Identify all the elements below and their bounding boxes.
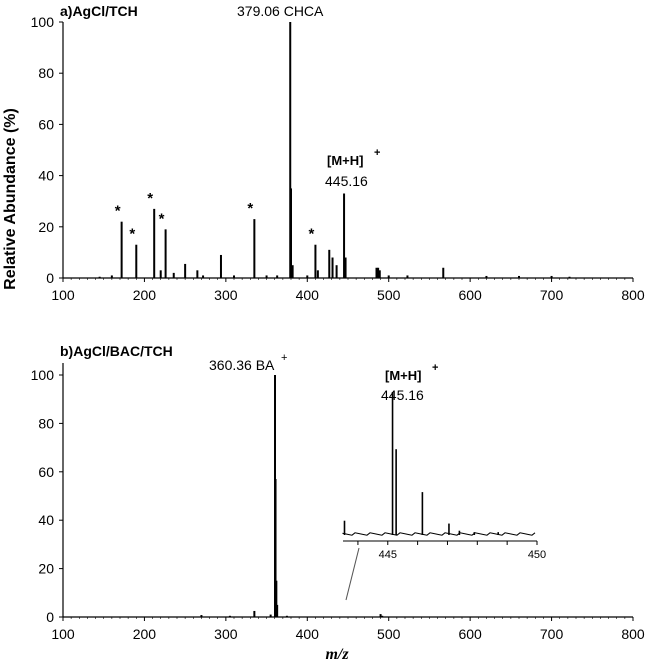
inset-baseline-trace — [342, 532, 536, 536]
inset-x-ticks: 445 450 — [357, 541, 546, 561]
x-tick-label: 500 — [377, 287, 401, 303]
inset-tick-label: 445 — [379, 549, 397, 561]
panel-a-peaks — [98, 22, 571, 278]
panel-b-peaks — [200, 375, 384, 617]
x-tick-label: 400 — [296, 626, 320, 642]
panel-b-ion-label: [M+H] — [385, 368, 421, 383]
x-tick-label: 600 — [458, 626, 482, 642]
panel-a-ion-charge: + — [374, 147, 380, 159]
y-tick-label: 0 — [46, 609, 54, 625]
panel-b-ion-mz: 445.16 — [381, 387, 424, 403]
x-tick-label: 200 — [133, 626, 157, 642]
panel-a-ion-label: [M+H] — [327, 153, 363, 168]
panel-a-base-peak-label: 379.06 CHCA — [237, 3, 324, 19]
x-tick-label: 700 — [540, 626, 564, 642]
x-axis-label: m/z — [325, 646, 349, 663]
x-tick-label: 800 — [621, 626, 645, 642]
peak-asterisk: * — [129, 226, 135, 243]
x-tick-label: 200 — [133, 287, 157, 303]
y-tick-label: 20 — [38, 561, 54, 577]
panel-a-ion-mz: 445.16 — [325, 173, 368, 189]
y-tick-label: 80 — [38, 65, 54, 81]
peak-asterisk: * — [309, 226, 315, 243]
x-tick-label: 100 — [51, 287, 75, 303]
x-tick-label: 400 — [296, 287, 320, 303]
panel-b-inset: 445 450 — [342, 392, 546, 601]
panel-a-title: a)AgCl/TCH — [60, 3, 138, 19]
peak-asterisk: * — [115, 203, 121, 220]
panel-a-chart: a)AgCl/TCH 0 20 40 60 80 100 100 200 300 400 500 6… — [31, 3, 645, 303]
y-tick-label: 60 — [38, 116, 54, 132]
inset-peaks — [342, 392, 536, 536]
panel-b-x-ticks: 100 200 300 400 500 600 700 800 — [51, 617, 645, 642]
y-tick-label: 60 — [38, 464, 54, 480]
panel-b-y-ticks: 0 20 40 60 80 100 — [31, 367, 63, 625]
inset-tick-label: 450 — [528, 549, 546, 561]
panel-b-ion-charge: + — [432, 362, 438, 374]
x-tick-label: 100 — [51, 626, 75, 642]
y-tick-label: 20 — [38, 219, 54, 235]
y-tick-label: 100 — [31, 367, 55, 383]
x-tick-label: 300 — [214, 626, 238, 642]
peak-asterisk: * — [147, 190, 153, 207]
panel-a-x-ticks: 100 200 300 400 500 600 700 800 — [51, 278, 645, 303]
y-tick-label: 0 — [46, 270, 54, 286]
x-tick-label: 300 — [214, 287, 238, 303]
panel-b-base-peak-charge: + — [281, 352, 287, 364]
panel-a-asterisks: * * * * * * — [115, 190, 315, 243]
inset-connector-line — [345, 547, 360, 601]
panel-b-chart: b)AgCl/BAC/TCH 0 20 40 60 80 100 100 200 300 400… — [31, 343, 645, 642]
x-tick-label: 700 — [540, 287, 564, 303]
x-tick-label: 500 — [377, 626, 401, 642]
y-tick-label: 40 — [38, 512, 54, 528]
panel-b-base-peak-label: 360.36 BA — [209, 357, 275, 373]
y-tick-label: 80 — [38, 415, 54, 431]
y-tick-label: 40 — [38, 168, 54, 184]
panel-b-title: b)AgCl/BAC/TCH — [60, 343, 173, 359]
x-tick-label: 600 — [458, 287, 482, 303]
peak-asterisk: * — [159, 210, 165, 227]
y-axis-label: Relative Abundance (%) — [2, 108, 19, 290]
panel-a-y-ticks: 0 20 40 60 80 100 — [31, 14, 63, 286]
y-tick-label: 100 — [31, 14, 55, 30]
peak-asterisk: * — [247, 200, 253, 217]
x-tick-label: 800 — [621, 287, 645, 303]
